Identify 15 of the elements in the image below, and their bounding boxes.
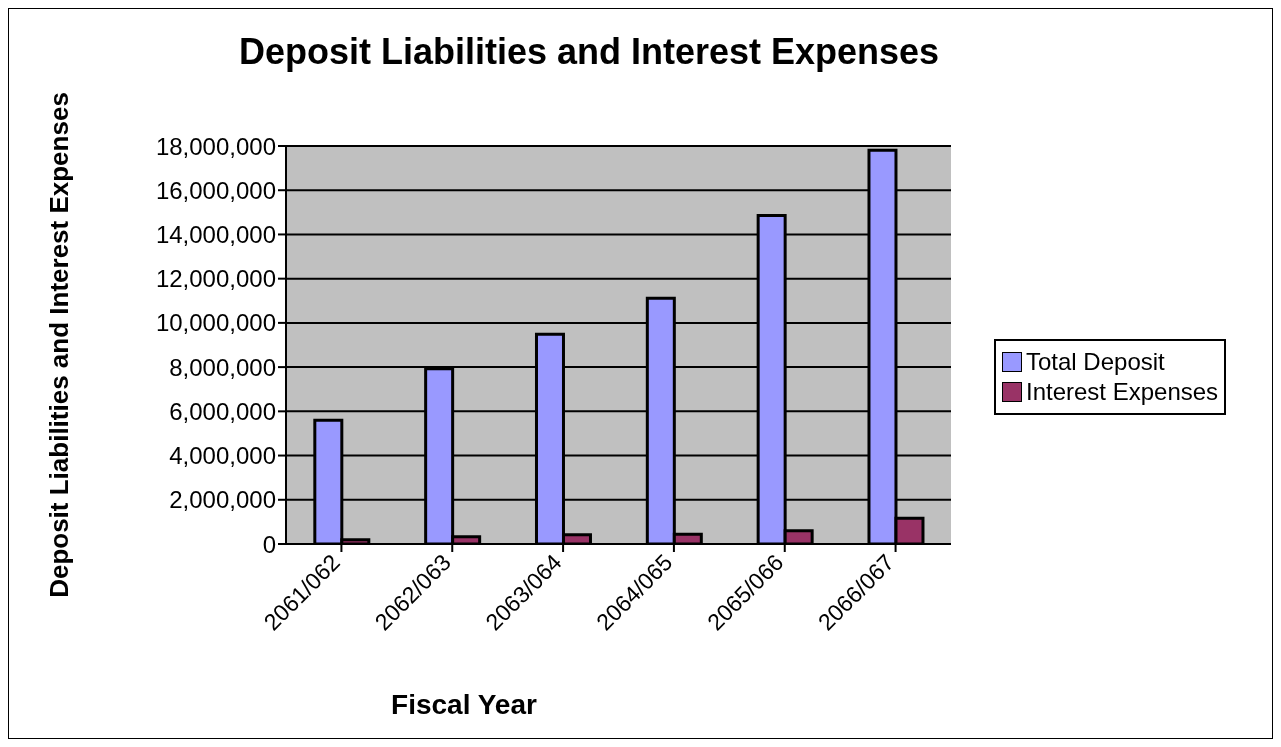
- x-axis-title: Fiscal Year: [390, 689, 538, 721]
- legend-label: Interest Expenses: [1026, 378, 1219, 406]
- y-tick-label: 6,000,000: [169, 397, 276, 425]
- y-tick-label: 10,000,000: [155, 309, 276, 337]
- y-tick-label: 2,000,000: [169, 486, 276, 514]
- y-axis-title: Deposit Liabilities and Interest Expenses: [44, 92, 75, 598]
- y-tick-label: 12,000,000: [155, 265, 276, 293]
- chart-title: Deposit Liabilities and Interest Expenses: [237, 31, 941, 73]
- y-tick-label: 4,000,000: [169, 442, 276, 470]
- legend-label: Total Deposit: [1026, 348, 1165, 376]
- y-tick-label: 16,000,000: [155, 176, 276, 204]
- y-tick-label: 0: [262, 530, 276, 558]
- y-tick-label: 18,000,000: [155, 132, 276, 160]
- y-tick-label: 14,000,000: [155, 220, 276, 248]
- y-tick-label: 8,000,000: [169, 353, 276, 381]
